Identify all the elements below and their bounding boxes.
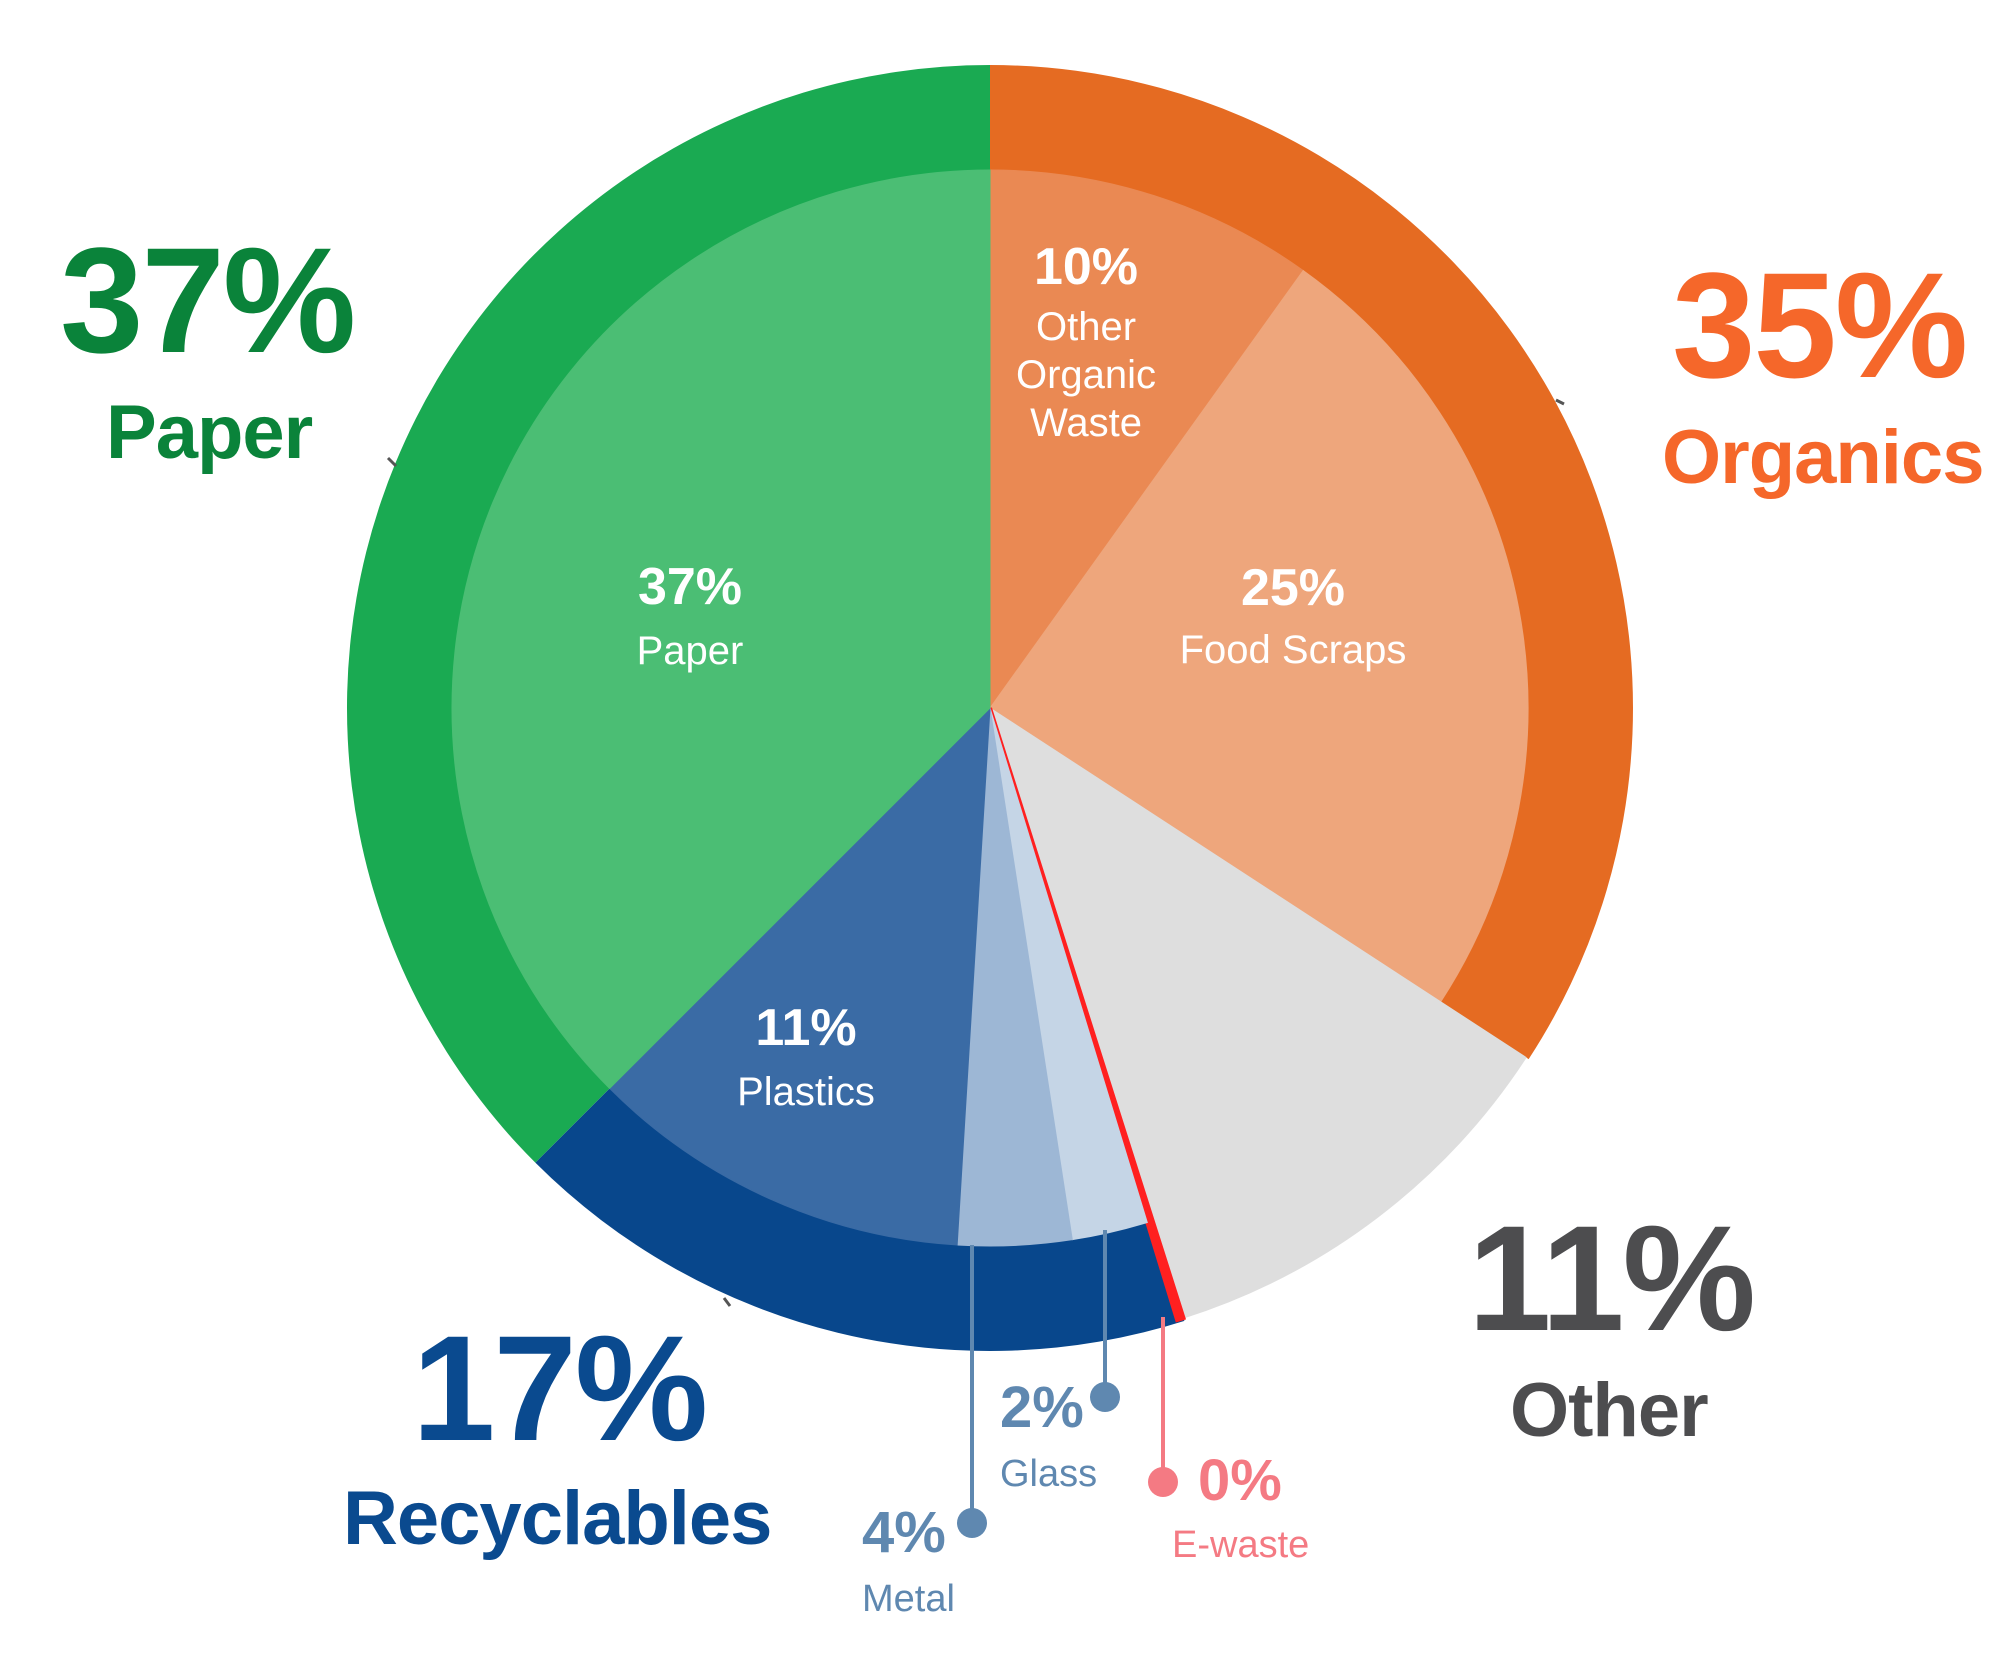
inner-other-organic-name-line3: Waste xyxy=(1030,401,1142,445)
tick-mark xyxy=(1555,398,1565,406)
inner-plastics-name: Plastics xyxy=(737,1070,875,1114)
inner-other-organic-name-line1: Other xyxy=(1035,305,1137,349)
metal-percent: 4% xyxy=(862,1500,946,1565)
leader-lines xyxy=(957,1230,1178,1538)
metal-name: Metal xyxy=(862,1578,955,1620)
slice-paper xyxy=(451,169,991,1090)
slice-other-organic-waste xyxy=(989,169,1304,710)
subcategory-slices xyxy=(451,169,1529,1323)
organics-percent-label: 35% xyxy=(1672,241,1968,409)
paper-category-label: Paper xyxy=(106,390,313,475)
inner-plastics-label: 11% Plastics xyxy=(737,1002,875,1112)
slice-food-scraps xyxy=(989,269,1529,1003)
organics-category-label: Organics xyxy=(1662,415,1984,500)
ewaste-name: E-waste xyxy=(1172,1524,1310,1566)
inner-other-organic-percent: 10% xyxy=(1033,238,1139,296)
inner-food-scraps-percent: 25% xyxy=(1240,559,1346,617)
inner-food-scraps-label: 25% Food Scraps xyxy=(1180,562,1407,670)
glass-callout: 2% Glass xyxy=(1000,1375,1098,1495)
ewaste-callout: 0% E-waste xyxy=(1172,1448,1310,1566)
inner-paper-percent: 37% xyxy=(637,558,743,616)
glass-name: Glass xyxy=(1000,1453,1098,1495)
glass-leader-dot xyxy=(1090,1382,1120,1412)
metal-leader-dot xyxy=(957,1508,987,1538)
paper-percent-label: 37% xyxy=(60,216,356,384)
slice-other xyxy=(989,706,1527,1319)
other-category-label: Other xyxy=(1510,1368,1709,1453)
tick-mark xyxy=(722,1297,732,1307)
recyclables-category-label: Recyclables xyxy=(343,1476,772,1561)
slice-plastics xyxy=(608,706,991,1246)
inner-other-organic-label: 10% Other Organic Waste xyxy=(1016,241,1156,443)
tick-mark xyxy=(386,456,398,468)
inner-paper-label: 37% Paper xyxy=(637,561,744,671)
tick-marks xyxy=(386,398,1565,1307)
glass-percent: 2% xyxy=(1000,1375,1084,1440)
slice-e-waste xyxy=(988,707,1187,1323)
ewaste-percent: 0% xyxy=(1198,1448,1282,1513)
inner-plastics-percent: 11% xyxy=(755,999,857,1057)
other-percent-label: 11% xyxy=(1468,1194,1756,1362)
inner-other-organic-name-line2: Organic xyxy=(1015,353,1157,397)
metal-callout: 4% Metal xyxy=(862,1500,955,1620)
e-waste-leader-dot xyxy=(1148,1467,1178,1497)
inner-paper-name: Paper xyxy=(636,629,744,673)
inner-food-scraps-name: Food Scraps xyxy=(1179,628,1407,672)
recyclables-percent-label: 17% xyxy=(412,1304,708,1472)
